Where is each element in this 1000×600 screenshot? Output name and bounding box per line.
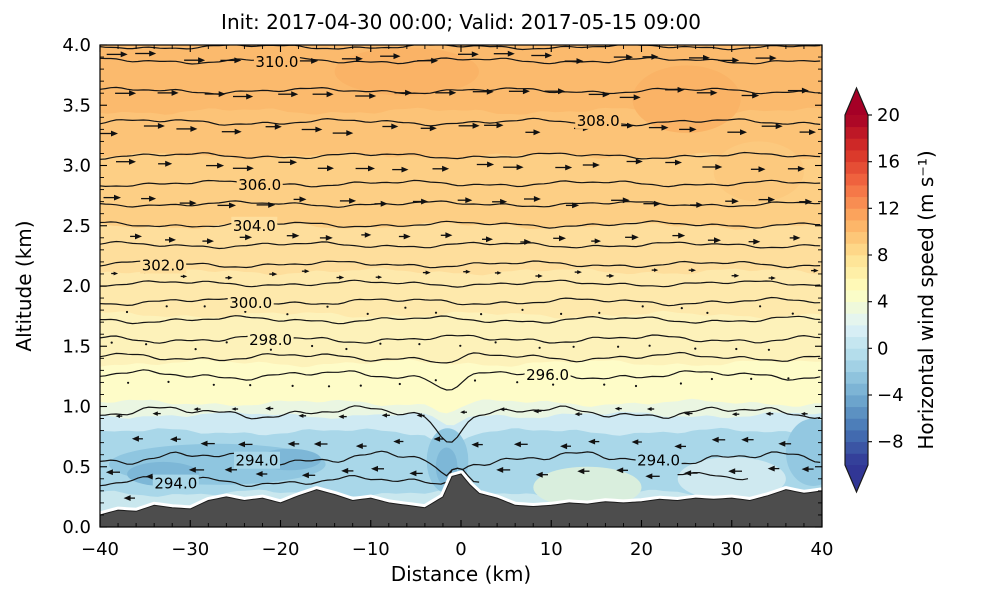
contour-label-gap [575, 111, 622, 129]
colorbar-tick-label: 12 [877, 198, 900, 219]
contour-label: 304.0 [233, 217, 276, 235]
colorbar-tick-label: −8 [877, 432, 904, 453]
contour-label-gap [234, 451, 280, 469]
contour-label-gap [635, 451, 682, 469]
y-tick-label: 0.0 [62, 517, 91, 538]
plot-title: Init: 2017-04-30 00:00; Valid: 2017-05-1… [221, 10, 701, 34]
colorbar-tick-label: 16 [877, 152, 900, 173]
contour-label: 298.0 [249, 331, 292, 349]
contour-label: 308.0 [577, 112, 620, 130]
contour-label-gap [140, 256, 187, 274]
terrain-silhouette [100, 470, 822, 527]
x-axis-label: Distance (km) [390, 562, 532, 586]
colorbar-tick-label: −4 [877, 385, 904, 406]
x-tick-label: 10 [540, 539, 563, 560]
colorbar-tick-label: 0 [877, 338, 888, 359]
x-tick-label: −30 [171, 539, 209, 560]
contour-label-gap [227, 293, 274, 311]
y-tick-label: 3.0 [62, 156, 91, 177]
x-tick-label: −40 [81, 539, 119, 560]
y-axis-label: Altitude (km) [12, 220, 36, 352]
contour-label: 294.0 [236, 452, 279, 470]
contour-label: 306.0 [238, 176, 281, 194]
contour-label: 300.0 [229, 294, 272, 312]
y-tick-label: 1.0 [62, 397, 91, 418]
colorbar-extend-over-arrow [845, 88, 868, 115]
x-tick-label: 40 [811, 539, 834, 560]
axes-frame-and-ticks: −40 −30 −20 −10 0 10 20 30 40 0.0 0.5 1.0 1.5 2.0 2.5 3… [62, 35, 833, 560]
colorbar-extend-under-arrow [845, 465, 868, 492]
colorbar-tick-label: 4 [877, 292, 888, 313]
x-tick-label: −20 [262, 539, 300, 560]
contour-labels: 310.0 308.0 306.0 304.0 302.0 300.0 298.0 296.0… [140, 52, 682, 493]
x-tick-label: 20 [630, 539, 653, 560]
contour-label-gap [236, 175, 283, 193]
y-tick-label: 4.0 [62, 35, 91, 56]
contour-label: 296.0 [526, 366, 569, 384]
x-tick-label: −10 [352, 539, 390, 560]
windspeed-filled-contours [100, 45, 822, 527]
contour-label: 302.0 [142, 257, 185, 275]
x-tick-label: 0 [455, 539, 466, 560]
contour-label-gap [152, 474, 199, 492]
contour-label: 294.0 [637, 452, 680, 470]
contour-label-gap [253, 52, 300, 70]
contour-label-gap [231, 216, 278, 234]
contour-label: 294.0 [154, 475, 197, 493]
colorbar-tick-label: 8 [877, 245, 888, 266]
y-tick-label: 2.5 [62, 216, 91, 237]
colorbar: 20 16 12 8 4 0 −4 −8 [844, 86, 904, 494]
colorbar-label: Horizontal wind speed (m s⁻¹) [914, 150, 938, 450]
wind-vector-arrows [100, 50, 819, 501]
contour-label: 310.0 [255, 53, 298, 71]
contour-label-gap [247, 331, 294, 349]
colorbar-tick-label: 20 [877, 105, 900, 126]
contour-label-gap [524, 366, 571, 384]
y-tick-label: 3.5 [62, 95, 91, 116]
x-tick-label: 30 [720, 539, 743, 560]
y-tick-label: 0.5 [62, 457, 91, 478]
y-tick-label: 2.0 [62, 276, 91, 297]
y-tick-label: 1.5 [62, 336, 91, 357]
